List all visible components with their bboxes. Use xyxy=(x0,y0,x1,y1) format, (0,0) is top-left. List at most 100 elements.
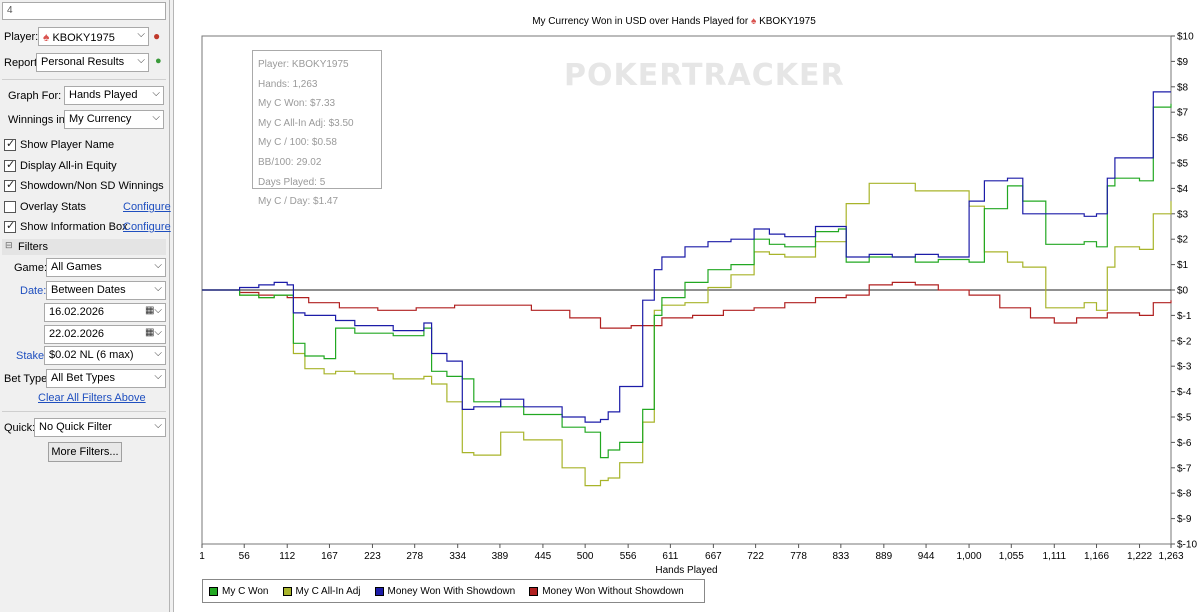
x-tick-label: 167 xyxy=(321,551,338,562)
stake-label: Stake: xyxy=(16,350,48,362)
x-tick-label: 1 xyxy=(199,551,205,562)
x-tick-label: 334 xyxy=(449,551,466,562)
refresh-icon[interactable]: ● xyxy=(155,55,162,67)
info-all-in-adj: My C All-In Adj: $3.50 xyxy=(258,117,354,129)
info-my-c-won: My C Won: $7.33 xyxy=(258,98,336,110)
stake-select[interactable]: $0.02 NL (6 max) ⌵ xyxy=(44,346,166,365)
date-value: Between Dates xyxy=(51,284,126,296)
show-player-name-checkbox[interactable]: Show Player Name xyxy=(4,137,115,151)
date-to-field[interactable]: 22.02.2026 ▦⌵ xyxy=(44,325,166,344)
legend-item-showdown: Money Won With Showdown xyxy=(374,585,516,597)
quick-label: Quick: xyxy=(4,422,36,434)
date-select[interactable]: Between Dates ⌵ xyxy=(46,281,166,300)
legend-label: Money Won Without Showdown xyxy=(542,585,684,597)
y-tick-label: $1 xyxy=(1177,260,1189,271)
legend-label: Money Won With Showdown xyxy=(387,585,516,597)
calendar-icon[interactable]: ▦⌵ xyxy=(144,327,162,338)
legend-swatch xyxy=(374,586,384,596)
date-from-value: 16.02.2026 xyxy=(49,306,105,318)
checkbox-checked-icon xyxy=(4,137,16,151)
y-tick-label: $-6 xyxy=(1177,438,1192,449)
stake-value: $0.02 NL (6 max) xyxy=(49,349,134,361)
watermark-logo: POKERTRACKER xyxy=(564,58,845,93)
legend-swatch xyxy=(209,586,218,596)
graph-for-select[interactable]: Hands Played ⌵ xyxy=(64,86,164,105)
bet-type-select[interactable]: All Bet Types ⌵ xyxy=(46,369,166,388)
player-select-value: KBOKY1975 xyxy=(52,32,115,44)
checkbox-unchecked-icon xyxy=(4,201,16,213)
showdown-winnings-checkbox[interactable]: Showdown/Non SD Winnings xyxy=(4,178,164,192)
y-tick-label: $5 xyxy=(1177,159,1189,170)
y-tick-label: $-3 xyxy=(1177,362,1192,373)
x-tick-label: 1,111 xyxy=(1043,551,1067,562)
quick-filter-value: No Quick Filter xyxy=(39,421,112,433)
checkbox-label: Showdown/Non SD Winnings xyxy=(20,180,164,192)
series-line-my-c-all-in-adj xyxy=(202,182,1172,487)
top-search-field[interactable]: 4 xyxy=(2,2,166,20)
x-tick-label: 833 xyxy=(832,551,849,562)
winnings-in-value: My Currency xyxy=(69,113,132,125)
date-to-value: 22.02.2026 xyxy=(49,328,105,340)
player-select[interactable]: ♠ KBOKY1975 ⌵ xyxy=(38,27,149,46)
calendar-icon[interactable]: ▦⌵ xyxy=(144,305,162,316)
x-tick-label: 778 xyxy=(790,551,807,562)
bet-type-label: Bet Type: xyxy=(4,373,51,385)
overlay-stats-configure-link[interactable]: Configure xyxy=(123,201,171,213)
info-bb-per-100: BB/100: 29.02 xyxy=(258,156,322,168)
y-tick-label: $-2 xyxy=(1177,336,1192,347)
x-tick-label: 1,222 xyxy=(1127,551,1152,562)
legend-label: My C All-In Adj xyxy=(295,585,361,597)
collapse-icon: ⊟ xyxy=(5,240,13,250)
y-tick-label: $6 xyxy=(1177,133,1189,144)
y-tick-label: $7 xyxy=(1177,108,1189,119)
chevron-down-icon: ⌵ xyxy=(137,29,145,40)
bet-type-value: All Bet Types xyxy=(51,372,115,384)
divider xyxy=(2,411,166,412)
winnings-in-label: Winnings in: xyxy=(8,114,68,126)
display-all-in-equity-checkbox[interactable]: Display All-in Equity xyxy=(4,158,117,172)
game-select[interactable]: All Games ⌵ xyxy=(46,258,166,277)
chevron-down-icon: ⌵ xyxy=(154,371,162,382)
game-label: Game: xyxy=(14,262,48,274)
spade-icon: ♠ xyxy=(751,16,759,27)
winnings-in-select[interactable]: My Currency ⌵ xyxy=(64,110,164,129)
x-tick-label: 611 xyxy=(662,551,678,562)
y-tick-label: $-8 xyxy=(1177,489,1192,500)
info-hands: Hands: 1,263 xyxy=(258,78,318,90)
chart-svg: My Currency Won in USD over Hands Played… xyxy=(199,16,1197,576)
player-avatar-icon[interactable]: ● xyxy=(153,29,161,43)
graph-for-value: Hands Played xyxy=(69,89,138,101)
legend-item-non-showdown: Money Won Without Showdown xyxy=(529,586,684,597)
show-information-box-checkbox[interactable]: Show Information Box xyxy=(4,219,128,233)
filters-header[interactable]: ⊟ Filters xyxy=(2,239,166,255)
chevron-down-icon: ⌵ xyxy=(154,260,162,271)
y-tick-label: $-1 xyxy=(1177,311,1192,322)
y-tick-label: $2 xyxy=(1177,235,1189,246)
checkbox-label: Overlay Stats xyxy=(20,201,87,213)
x-tick-label: 944 xyxy=(918,551,935,562)
x-tick-label: 278 xyxy=(406,551,423,562)
x-tick-label: 445 xyxy=(535,551,552,562)
y-tick-label: $-4 xyxy=(1177,387,1192,398)
date-label: Date: xyxy=(20,285,47,297)
chart-title-player: KBOKY1975 xyxy=(759,16,816,27)
checkbox-label: Show Player Name xyxy=(20,139,115,151)
chart-panel: POKERTRACKER My Currency Won in USD over… xyxy=(173,0,1200,612)
checkbox-checked-icon xyxy=(4,219,16,233)
x-tick-label: 112 xyxy=(279,551,295,562)
chevron-down-icon: ⌵ xyxy=(154,348,162,359)
clear-filters-link[interactable]: Clear All Filters Above xyxy=(38,392,146,404)
more-filters-button[interactable]: More Filters... xyxy=(48,442,122,462)
quick-filter-select[interactable]: No Quick Filter ⌵ xyxy=(34,418,166,437)
chevron-down-icon: ⌵ xyxy=(152,88,160,99)
x-tick-label: 889 xyxy=(875,551,892,562)
checkbox-label: Display All-in Equity xyxy=(20,160,117,172)
legend-item-my-c-won: My C Won xyxy=(209,586,269,597)
info-box-configure-link[interactable]: Configure xyxy=(123,221,171,233)
series-line-money-won-without-showdown xyxy=(202,281,1172,329)
report-select[interactable]: Personal Results ⌵ xyxy=(36,53,149,72)
info-my-c-per-100: My C / 100: $0.58 xyxy=(258,137,337,149)
player-label: Player: xyxy=(4,31,39,43)
date-from-field[interactable]: 16.02.2026 ▦⌵ xyxy=(44,303,166,322)
overlay-stats-checkbox[interactable]: Overlay Stats xyxy=(4,201,86,213)
